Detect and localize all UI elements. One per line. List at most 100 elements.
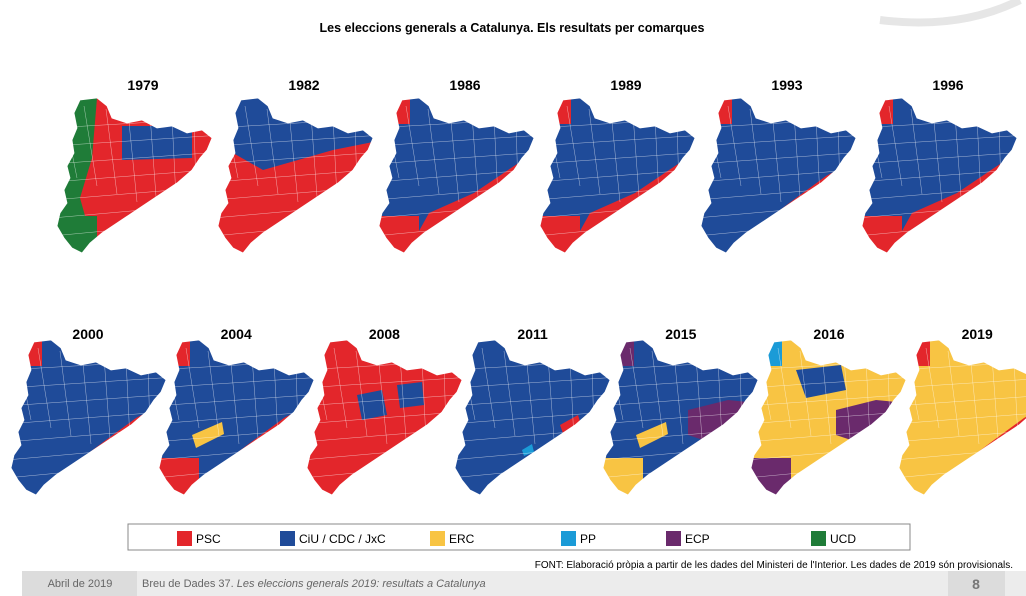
comarca-border [218, 105, 373, 187]
source: FONT: Elaboració pròpia a partir de les … [535, 560, 1013, 571]
comarca-border [862, 108, 1017, 195]
comarca-border [540, 108, 695, 195]
map-year: 2019 [962, 326, 993, 342]
map-year: 1993 [771, 77, 802, 93]
legend-swatch [430, 531, 445, 546]
map [898, 339, 1026, 496]
comarca-border [899, 347, 1026, 429]
map-regions [899, 340, 1026, 495]
comarca-border [455, 347, 610, 429]
comarca-border [57, 108, 212, 195]
comarca-border [379, 105, 534, 187]
map-outline [700, 97, 857, 254]
comarca-border [603, 350, 758, 437]
map-outline [217, 97, 374, 254]
map-regions [751, 340, 906, 495]
footer-date-box [22, 571, 137, 596]
map-year: 1989 [610, 77, 641, 93]
map-year: 1986 [449, 77, 480, 93]
map [539, 97, 696, 254]
legend-label: ECP [685, 532, 710, 546]
map [378, 97, 535, 254]
footer-bar [22, 571, 1026, 596]
map [861, 97, 1018, 254]
legend-swatch [177, 531, 192, 546]
comarca-border [701, 108, 856, 195]
map-year: 1982 [288, 77, 319, 93]
comarca-border [751, 350, 906, 437]
map [10, 339, 167, 496]
region [560, 415, 582, 436]
map [217, 97, 374, 254]
map-regions [11, 340, 166, 495]
map-outline [306, 339, 463, 496]
map-year: 2000 [72, 326, 103, 342]
map-year: 2015 [665, 326, 696, 342]
legend-label: UCD [830, 532, 856, 546]
map [56, 97, 213, 254]
legend-box [127, 523, 911, 551]
map [454, 339, 611, 496]
map [750, 339, 907, 496]
map-regions [455, 340, 610, 495]
region [379, 216, 419, 253]
region [862, 216, 902, 253]
legend-swatch [561, 531, 576, 546]
comarca-border [307, 347, 462, 429]
map-regions [540, 98, 695, 253]
map-regions [307, 340, 462, 495]
map-year: 1979 [127, 77, 158, 93]
legend-label: ERC [449, 532, 475, 546]
region [357, 390, 387, 420]
comarca-border [11, 347, 166, 429]
comarca-border [862, 105, 1017, 187]
map-regions [218, 98, 373, 253]
map-outline [539, 97, 696, 254]
map-regions [379, 98, 534, 253]
map [700, 97, 857, 254]
comarca-border [540, 105, 695, 187]
map-regions [57, 98, 212, 253]
decoration [879, 0, 1022, 27]
page-number: 8 [972, 576, 980, 592]
region [397, 382, 424, 408]
region [192, 422, 224, 448]
map-outline [750, 339, 907, 496]
comarca-border [455, 350, 610, 437]
region [159, 458, 199, 495]
comarca-border [218, 108, 373, 195]
region [636, 422, 668, 448]
legend-label: PP [580, 532, 596, 546]
legend-label: PSC [196, 532, 221, 546]
legend-swatch [280, 531, 295, 546]
map-outline [898, 339, 1026, 496]
region [307, 340, 462, 495]
comarca-border [899, 350, 1026, 437]
map-regions [159, 340, 314, 495]
comarca-border [307, 350, 462, 437]
comarca-border [11, 350, 166, 437]
map-year: 1996 [932, 77, 963, 93]
region [836, 400, 896, 440]
legend-swatch [666, 531, 681, 546]
map-year: 2016 [813, 326, 844, 342]
map [306, 339, 463, 496]
comarca-border [899, 353, 1026, 445]
map [158, 339, 315, 496]
comarca-border [603, 347, 758, 429]
comarca-border [701, 105, 856, 187]
region [751, 458, 791, 495]
map-year: 2008 [369, 326, 400, 342]
comarca-border [379, 108, 534, 195]
map-outline [454, 339, 611, 496]
map-regions [603, 340, 758, 495]
map-year: 2004 [221, 326, 252, 342]
region [540, 216, 580, 253]
map-outline [602, 339, 759, 496]
comarca-border [899, 356, 1026, 453]
map-outline [56, 97, 213, 254]
series: Breu de Dades 37. [142, 578, 234, 590]
map-outline [10, 339, 167, 496]
